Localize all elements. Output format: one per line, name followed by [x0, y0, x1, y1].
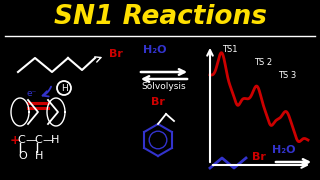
Text: —: —	[25, 135, 36, 145]
Text: Br: Br	[252, 152, 266, 162]
Text: H: H	[60, 84, 68, 93]
Text: TS1: TS1	[222, 45, 237, 54]
Text: +: +	[10, 134, 20, 147]
Text: Br: Br	[151, 97, 165, 107]
Text: TS 2: TS 2	[254, 58, 272, 67]
Text: Br: Br	[109, 49, 123, 59]
Text: H₂O: H₂O	[143, 45, 167, 55]
Text: e⁻: e⁻	[27, 89, 37, 98]
Text: H: H	[51, 135, 60, 145]
Text: H₂O: H₂O	[272, 145, 296, 155]
Text: C: C	[34, 135, 42, 145]
Text: H: H	[35, 151, 44, 161]
Text: Solvolysis: Solvolysis	[142, 82, 186, 91]
Text: O: O	[18, 151, 27, 161]
Text: TS 3: TS 3	[278, 71, 296, 80]
Text: SN1 Reactions: SN1 Reactions	[53, 4, 267, 30]
Text: —: —	[42, 135, 53, 145]
Text: C: C	[17, 135, 25, 145]
